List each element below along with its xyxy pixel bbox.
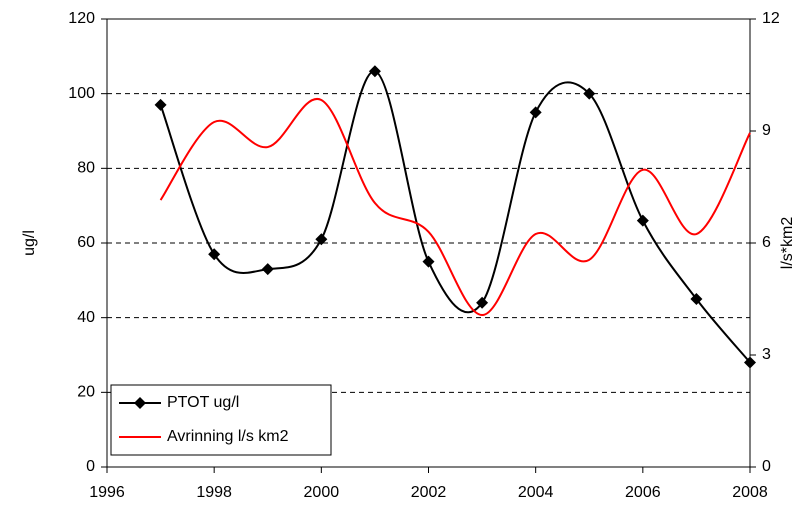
y2-tick-label: 9 (762, 122, 771, 139)
data-point (368, 65, 381, 78)
legend-label: PTOT ug/l (167, 394, 239, 411)
x-tick-label: 2002 (411, 484, 447, 501)
y2-tick-label: 12 (762, 10, 780, 27)
y2-tick-label: 3 (762, 346, 771, 363)
y-tick-label: 0 (86, 458, 95, 475)
data-point (261, 263, 274, 276)
plot-frame (106, 18, 751, 468)
legend-marker (134, 397, 146, 409)
x-tick-label: 2000 (304, 484, 340, 501)
y-tick-label: 20 (77, 384, 95, 401)
legend-box (110, 384, 332, 456)
data-point (154, 98, 167, 111)
x-tick-label: 1996 (89, 484, 125, 501)
legend-label: Avrinning l/s km2 (167, 428, 289, 445)
y-tick-label: 60 (77, 234, 95, 251)
data-point (422, 255, 435, 268)
data-point (476, 296, 489, 309)
data-point (529, 106, 542, 119)
x-tick-label: 2006 (625, 484, 661, 501)
x-tick-label: 2004 (518, 484, 554, 501)
series-line (159, 97, 751, 317)
data-point (690, 293, 703, 305)
data-point (636, 214, 649, 227)
y-tick-label: 80 (77, 160, 95, 177)
y2-axis-label: l/s*km2 (779, 217, 796, 270)
data-point (208, 248, 221, 261)
y-tick-label: 100 (68, 85, 95, 102)
data-point (744, 356, 756, 369)
y-axis-label: ug/l (21, 230, 38, 256)
y2-tick-label: 6 (762, 234, 771, 251)
data-point (583, 87, 596, 100)
y-tick-label: 40 (77, 309, 95, 326)
data-point (315, 233, 328, 246)
y-tick-label: 120 (68, 10, 95, 27)
x-tick-label: 2008 (732, 484, 768, 501)
series-line (159, 70, 751, 364)
x-tick-label: 1998 (196, 484, 232, 501)
y2-tick-label: 0 (762, 458, 771, 475)
